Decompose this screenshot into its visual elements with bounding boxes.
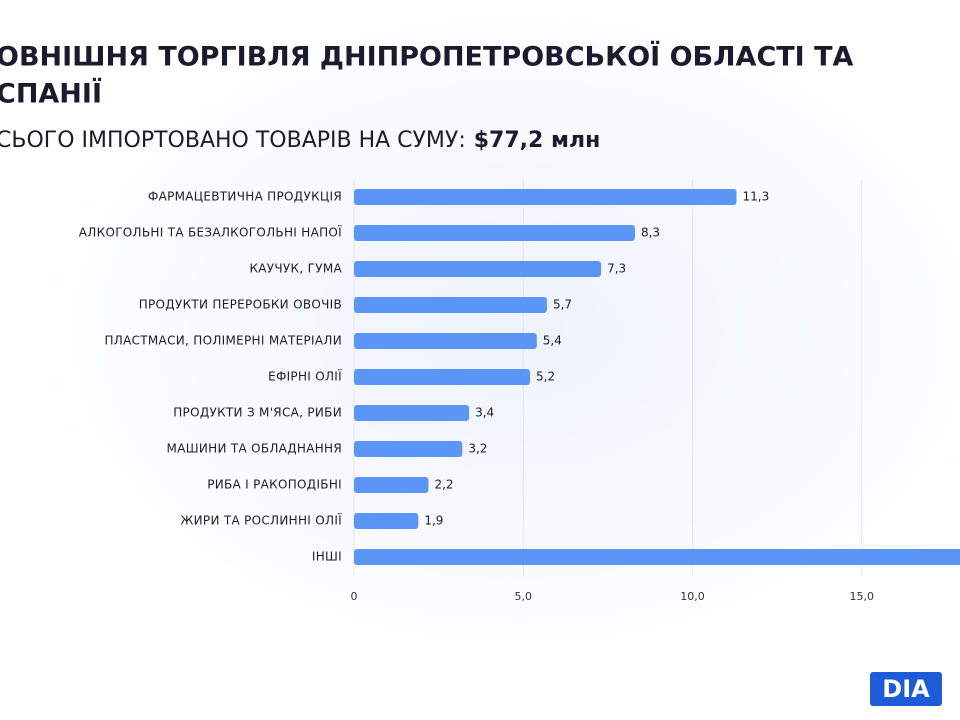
y-tick-label: ЕФІРНІ ОЛІЇ	[268, 369, 342, 384]
bar	[354, 333, 537, 349]
data-label: 3,4	[475, 406, 494, 420]
y-tick-label: ПЛАСТМАСИ, ПОЛІМЕРНІ МАТЕРІАЛИ	[104, 334, 342, 348]
bar	[354, 297, 547, 313]
y-tick-label: ФАРМАЦЕВТИЧНА ПРОДУКЦІЯ	[148, 190, 342, 204]
data-label: 11,3	[743, 190, 770, 204]
chart-title: ОВНІШНЯ ТОРГІВЛЯ ДНІПРОПЕТРОВСЬКОЇ ОБЛАС…	[0, 41, 854, 73]
x-tick-label: 15,0	[850, 590, 875, 603]
data-label: 8,3	[641, 226, 660, 240]
bar	[354, 189, 737, 205]
bar	[354, 261, 602, 277]
y-tick-label: ПРОДУКТИ ПЕРЕРОБКИ ОВОЧІВ	[139, 298, 342, 312]
data-label: 5,4	[543, 334, 562, 348]
chart-title: СПАНІЇ	[0, 78, 102, 110]
y-tick-label: РИБА І РАКОПОДІБНІ	[207, 478, 342, 492]
data-label: 7,3	[607, 262, 626, 276]
y-tick-label: ПРОДУКТИ З М'ЯСА, РИБИ	[173, 406, 342, 420]
x-tick-label: 0	[351, 590, 358, 603]
bar	[354, 549, 960, 565]
data-label: 3,2	[468, 442, 487, 456]
y-tick-label: ЖИРИ ТА РОСЛИННІ ОЛІЇ	[180, 513, 342, 528]
data-label: 5,7	[553, 298, 572, 312]
logo: DIA	[870, 672, 942, 706]
logo-text: DIA	[882, 675, 930, 703]
x-tick-label: 5,0	[515, 590, 533, 603]
y-tick-label: КАУЧУК, ГУМА	[249, 262, 342, 276]
logo-box	[870, 672, 942, 706]
bar	[354, 405, 470, 421]
data-label: 5,2	[536, 370, 555, 384]
bar	[354, 369, 531, 385]
data-label: 2,2	[434, 478, 453, 492]
subtitle: СЬОГО ІМПОРТОВАНО ТОВАРІВ НА СУМУ: $77,2 …	[0, 128, 600, 153]
bar	[354, 225, 635, 241]
x-tick-label: 10,0	[680, 590, 705, 603]
y-tick-label: АЛКОГОЛЬНІ ТА БЕЗАЛКОГОЛЬНІ НАПОЇ	[79, 225, 342, 240]
y-tick-label: ІНШІ	[312, 550, 342, 564]
data-label: 1,9	[424, 514, 443, 528]
bar	[354, 477, 429, 493]
bar	[354, 513, 419, 529]
y-tick-label: МАШИНИ ТА ОБЛАДНАННЯ	[167, 442, 342, 456]
bar	[354, 441, 463, 457]
